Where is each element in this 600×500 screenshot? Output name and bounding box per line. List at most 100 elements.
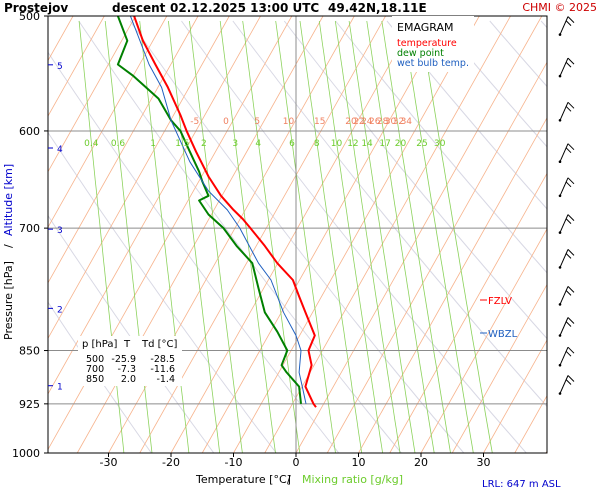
mixing-ratio-label: 4 — [255, 139, 261, 149]
isotherm-line — [170, 16, 418, 453]
wind-barb-flag — [567, 177, 575, 185]
wind-barb-staff — [559, 16, 569, 35]
sounding-mode: descent — [112, 1, 166, 15]
wind-barb-staff — [559, 143, 569, 162]
mixing-ratio-label: 25 — [416, 139, 427, 149]
temperature-line — [133, 16, 317, 408]
mixing-ratio-axis-label: Mixing ratio [g/kg] — [302, 473, 403, 486]
table-cell: -11.6 — [150, 364, 175, 375]
mixing-ratio-line — [275, 20, 336, 453]
mixing-ratio-label: 6 — [289, 139, 295, 149]
wind-barb-flag — [565, 20, 572, 26]
mixing-ratio-label: 3 — [232, 139, 238, 149]
wind-barb-base — [558, 160, 562, 163]
table-cell: -28.5 — [150, 354, 175, 365]
mixing-ratio-label: 1.5 — [175, 139, 189, 149]
mixing-ratio-label: 30 — [434, 139, 446, 149]
station-coordinates: 49.42N,18.11E — [328, 1, 427, 15]
table-header-temperature: T — [123, 339, 131, 350]
wind-barb-flag — [567, 143, 575, 151]
mixing-ratio-line — [168, 20, 221, 453]
mixing-ratio-line — [366, 20, 435, 453]
wind-barb-staff — [559, 177, 569, 197]
dry-adiabat — [283, 20, 547, 340]
altitude-tick-label: 1 — [57, 383, 63, 393]
isotherm-line — [233, 16, 480, 453]
isotherm-line — [264, 16, 511, 453]
isotherm-label: 22 — [353, 117, 364, 127]
wind-barb — [558, 177, 575, 198]
isotherm-line — [48, 16, 136, 173]
wet-bulb-line — [129, 16, 307, 404]
wind-barb — [558, 346, 575, 367]
legend: EMAGRAM temperature dew point wet bulb t… — [392, 16, 474, 72]
isotherm-label: 32 — [393, 117, 404, 127]
isotherm-line — [48, 16, 168, 229]
wind-barb-flag — [567, 57, 575, 65]
wind-barb — [558, 249, 575, 269]
wind-barb-flag — [565, 105, 572, 112]
temperature-tick-label: -20 — [162, 456, 180, 469]
y-axis-title: Pressure [hPa] / Altitude [km] — [2, 164, 15, 340]
isotherm-line — [326, 61, 547, 453]
temperature-tick-label: 20 — [414, 456, 428, 469]
mixing-ratio-label: 8 — [314, 139, 320, 149]
legend-temperature: temperature — [397, 38, 457, 49]
legend-box — [392, 16, 474, 72]
wind-barb-flag — [567, 346, 575, 354]
altitude-tick-label: 5 — [57, 62, 63, 72]
legend-wetbulb: wet bulb temp. — [397, 58, 469, 69]
mixing-ratio-line — [189, 20, 243, 453]
isotherm-line — [358, 117, 547, 453]
wind-barb-base — [558, 194, 562, 198]
mixing-ratio-line — [318, 20, 383, 453]
isotherm-label: 34 — [401, 117, 413, 127]
wind-barb — [558, 16, 575, 36]
wind-barb-staff — [559, 57, 569, 77]
station-name: Prostejov — [4, 1, 68, 15]
pressure-tick-label: 600 — [19, 125, 40, 138]
mixing-ratio-label: 10 — [331, 139, 343, 149]
table-cell: 500 — [86, 354, 104, 365]
wind-barb-flag — [565, 290, 572, 296]
wind-barb-flag — [565, 61, 572, 68]
temperature-tick-label: 30 — [477, 456, 491, 469]
isotherm-line — [451, 283, 547, 453]
wind-barb-base — [558, 33, 562, 36]
pressure-axis-label: Pressure [hPa] — [2, 261, 15, 340]
credit-text: CHMI © 2025 — [522, 1, 597, 14]
wind-barb-flag — [567, 16, 575, 23]
pressure-tick-label: 500 — [19, 10, 40, 23]
mixing-ratio-label: 1 — [150, 139, 156, 149]
mixing-ratio-line — [242, 20, 301, 453]
freezing-level-label: FZLV — [488, 296, 512, 307]
temperature-tick-label: 10 — [352, 456, 366, 469]
wind-barb-staff — [559, 375, 569, 394]
wind-barb-staff — [559, 214, 569, 233]
mixing-ratio-label: 2 — [201, 139, 207, 149]
isotherm-line — [201, 16, 449, 453]
isotherm-line — [420, 228, 547, 453]
mixing-ratio-line — [299, 20, 363, 453]
wind-barb-flag — [567, 317, 575, 324]
altitude-tick-label: 2 — [57, 305, 63, 315]
wind-barb-flag — [567, 249, 575, 256]
wind-barb-flag — [565, 147, 572, 154]
table-cell: -1.4 — [156, 374, 175, 385]
wind-barb-staff — [559, 346, 569, 366]
wind-barb-staff — [559, 317, 569, 336]
mixing-ratio-label: 17 — [379, 139, 390, 149]
dry-adiabat — [48, 131, 277, 453]
legend-dewpoint: dew point — [397, 48, 444, 59]
table-cell: 2.0 — [121, 374, 136, 385]
mixing-ratio-line — [419, 20, 493, 453]
wind-barb — [558, 57, 575, 78]
table-header-pressure: p [hPa] — [82, 339, 117, 350]
pressure-tick-label: 1000 — [12, 447, 40, 460]
wind-barb — [558, 317, 575, 337]
dry-adiabat — [181, 20, 527, 453]
wind-barb — [558, 143, 575, 163]
plot-frame — [47, 15, 548, 454]
altitude-axis-label: Altitude [km] — [2, 164, 15, 236]
